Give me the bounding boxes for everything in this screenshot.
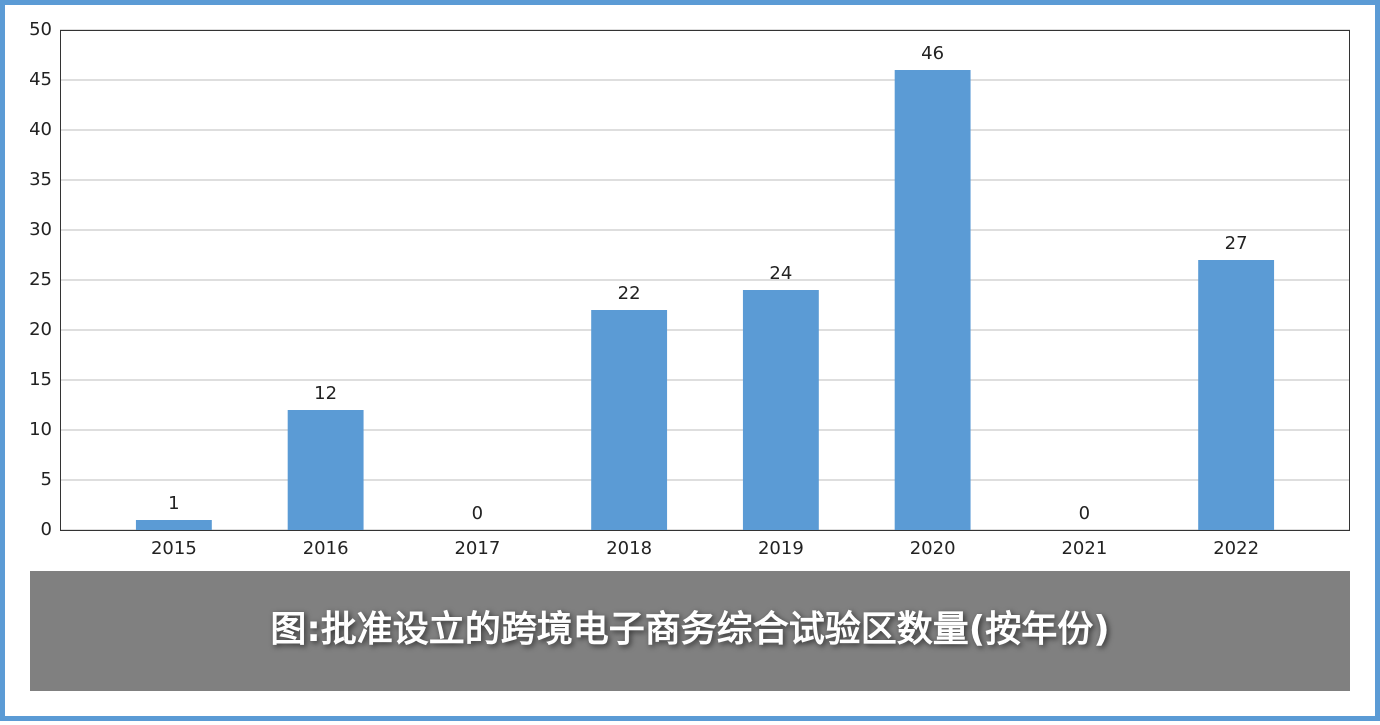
bar xyxy=(742,290,819,530)
x-tick-label: 2017 xyxy=(454,538,500,559)
y-tick-label: 10 xyxy=(29,419,52,440)
data-label: 0 xyxy=(1079,503,1090,524)
y-tick-label: 30 xyxy=(29,219,52,240)
x-tick-label: 2021 xyxy=(1061,538,1107,559)
data-label: 24 xyxy=(769,263,792,284)
y-tick-label: 35 xyxy=(29,169,52,190)
caption-box xyxy=(30,571,1350,691)
data-label: 1 xyxy=(168,493,179,514)
x-tick-label: 2018 xyxy=(606,538,652,559)
y-tick-label: 45 xyxy=(29,69,52,90)
y-tick-label: 20 xyxy=(29,319,52,340)
x-tick-label: 2020 xyxy=(910,538,956,559)
bar xyxy=(287,410,364,530)
data-label: 12 xyxy=(314,383,337,404)
plot-area xyxy=(60,29,1350,531)
bar xyxy=(1198,260,1275,530)
bar xyxy=(135,520,212,530)
data-label: 27 xyxy=(1225,233,1248,254)
x-tick-label: 2015 xyxy=(151,538,197,559)
data-label: 22 xyxy=(618,283,641,304)
y-tick-label: 50 xyxy=(29,19,52,40)
x-tick-label: 2022 xyxy=(1213,538,1259,559)
plot-frame xyxy=(60,30,1350,531)
bar xyxy=(591,310,668,530)
y-tick-label: 25 xyxy=(29,269,52,290)
y-tick-label: 5 xyxy=(41,469,52,490)
y-tick-label: 15 xyxy=(29,369,52,390)
chart-title: 图:批准设立的跨境电子商务综合试验区数量(按年份) xyxy=(270,609,1109,650)
bar xyxy=(894,70,971,530)
y-tick-label: 0 xyxy=(41,519,52,540)
x-tick-label: 2016 xyxy=(303,538,349,559)
data-label: 46 xyxy=(921,43,944,64)
y-tick-label: 40 xyxy=(29,119,52,140)
x-tick-label: 2019 xyxy=(758,538,804,559)
data-label: 0 xyxy=(472,503,483,524)
